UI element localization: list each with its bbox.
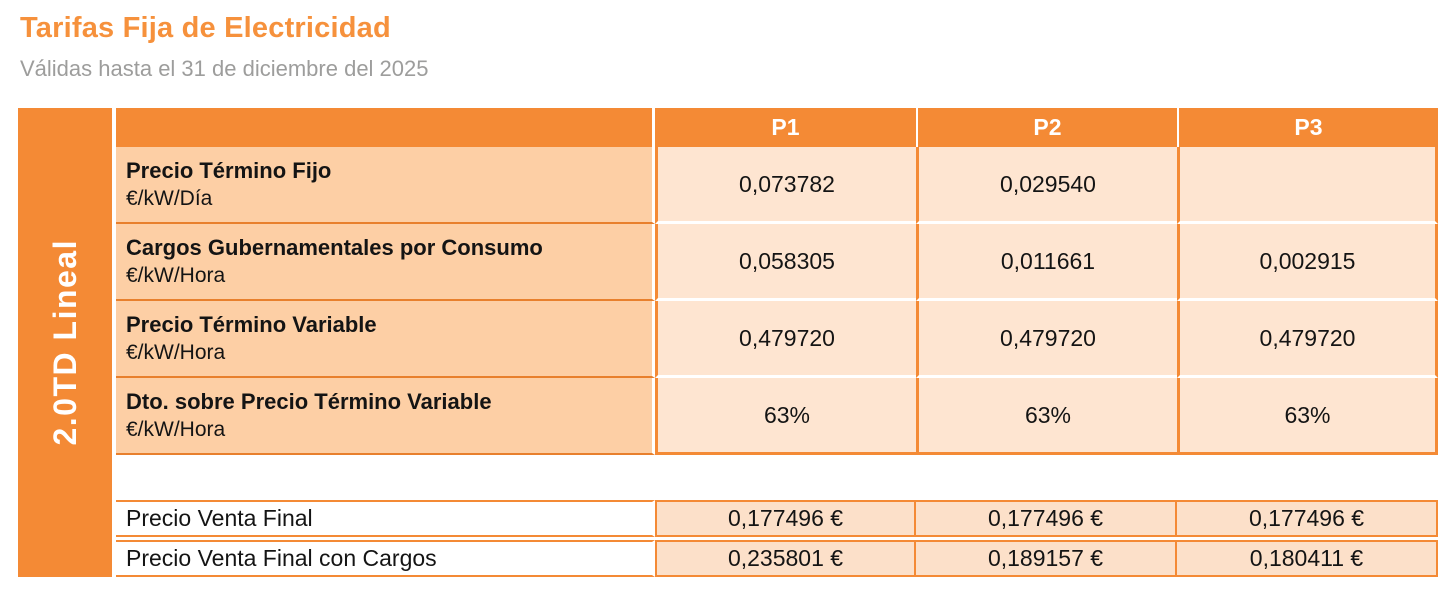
table-row-dto-precio-termino-variable: Dto. sobre Precio Término Variable €/kW/… (116, 378, 1438, 455)
value-cell-p3: 63% (1177, 378, 1438, 455)
row-unit: €/kW/Hora (126, 264, 226, 288)
row-label: Dto. sobre Precio Término Variable (126, 388, 492, 414)
row-label-cell: Dto. sobre Precio Término Variable €/kW/… (116, 378, 655, 455)
value-cell-p1: 0,177496 € (655, 500, 916, 537)
value-cell-p2: 0,479720 (916, 301, 1177, 378)
row-label: Precio Venta Final (116, 500, 655, 537)
row-label: Precio Término Variable (126, 311, 377, 337)
value-cell-p1: 0,058305 (655, 224, 916, 301)
value-cell-p3 (1177, 147, 1438, 224)
value-cell-p1: 0,073782 (655, 147, 916, 224)
column-header-p3: P3 (1177, 108, 1438, 147)
row-label: Precio Venta Final con Cargos (116, 540, 655, 577)
value-cell-p2: 0,029540 (916, 147, 1177, 224)
row-label-cell: Cargos Gubernamentales por Consumo €/kW/… (116, 224, 655, 301)
tariff-group-band: 2.0TD Lineal (18, 108, 112, 577)
page-subtitle: Válidas hasta el 31 de diciembre del 202… (20, 56, 429, 81)
row-label: Precio Término Fijo (126, 157, 332, 183)
value-cell-p3: 0,479720 (1177, 301, 1438, 378)
value-cell-p3: 0,002915 (1177, 224, 1438, 301)
value-cell-p2: 0,189157 € (916, 540, 1177, 577)
value-cell-p2: 0,011661 (916, 224, 1177, 301)
column-header-p2: P2 (916, 108, 1177, 147)
tariff-table-main: P1 P2 P3 Precio Término Fijo €/kW/Día 0,… (116, 108, 1438, 577)
table-row-precio-termino-variable: Precio Término Variable €/kW/Hora 0,4797… (116, 301, 1438, 378)
value-cell-p2: 63% (916, 378, 1177, 455)
row-label-cell: Precio Término Fijo €/kW/Día (116, 147, 655, 224)
value-cell-p2: 0,177496 € (916, 500, 1177, 537)
row-unit: €/kW/Hora (126, 418, 226, 442)
row-label-cell: Precio Término Variable €/kW/Hora (116, 301, 655, 378)
table-row-precio-venta-final-con-cargos: Precio Venta Final con Cargos 0,235801 €… (116, 540, 1438, 577)
table-row-precio-venta-final: Precio Venta Final 0,177496 € 0,177496 €… (116, 500, 1438, 537)
value-cell-p1: 0,235801 € (655, 540, 916, 577)
value-cell-p3: 0,177496 € (1177, 500, 1438, 537)
table-row-cargos-gubernamentales: Cargos Gubernamentales por Consumo €/kW/… (116, 224, 1438, 301)
value-cell-p1: 63% (655, 378, 916, 455)
value-cell-p3: 0,180411 € (1177, 540, 1438, 577)
row-unit: €/kW/Día (126, 187, 213, 211)
table-row-precio-termino-fijo: Precio Término Fijo €/kW/Día 0,073782 0,… (116, 147, 1438, 224)
column-header-p1: P1 (655, 108, 916, 147)
spacer-row (116, 455, 1438, 500)
tariff-group-label: 2.0TD Lineal (46, 239, 83, 446)
value-cell-p1: 0,479720 (655, 301, 916, 378)
row-unit: €/kW/Hora (126, 341, 226, 365)
page-title: Tarifas Fija de Electricidad (20, 12, 391, 44)
row-label: Cargos Gubernamentales por Consumo (126, 234, 543, 260)
header-corner-cell (116, 108, 655, 147)
tariff-table: 2.0TD Lineal P1 P2 P3 Precio Término Fij… (18, 108, 1438, 577)
table-header-row: P1 P2 P3 (116, 108, 1438, 147)
